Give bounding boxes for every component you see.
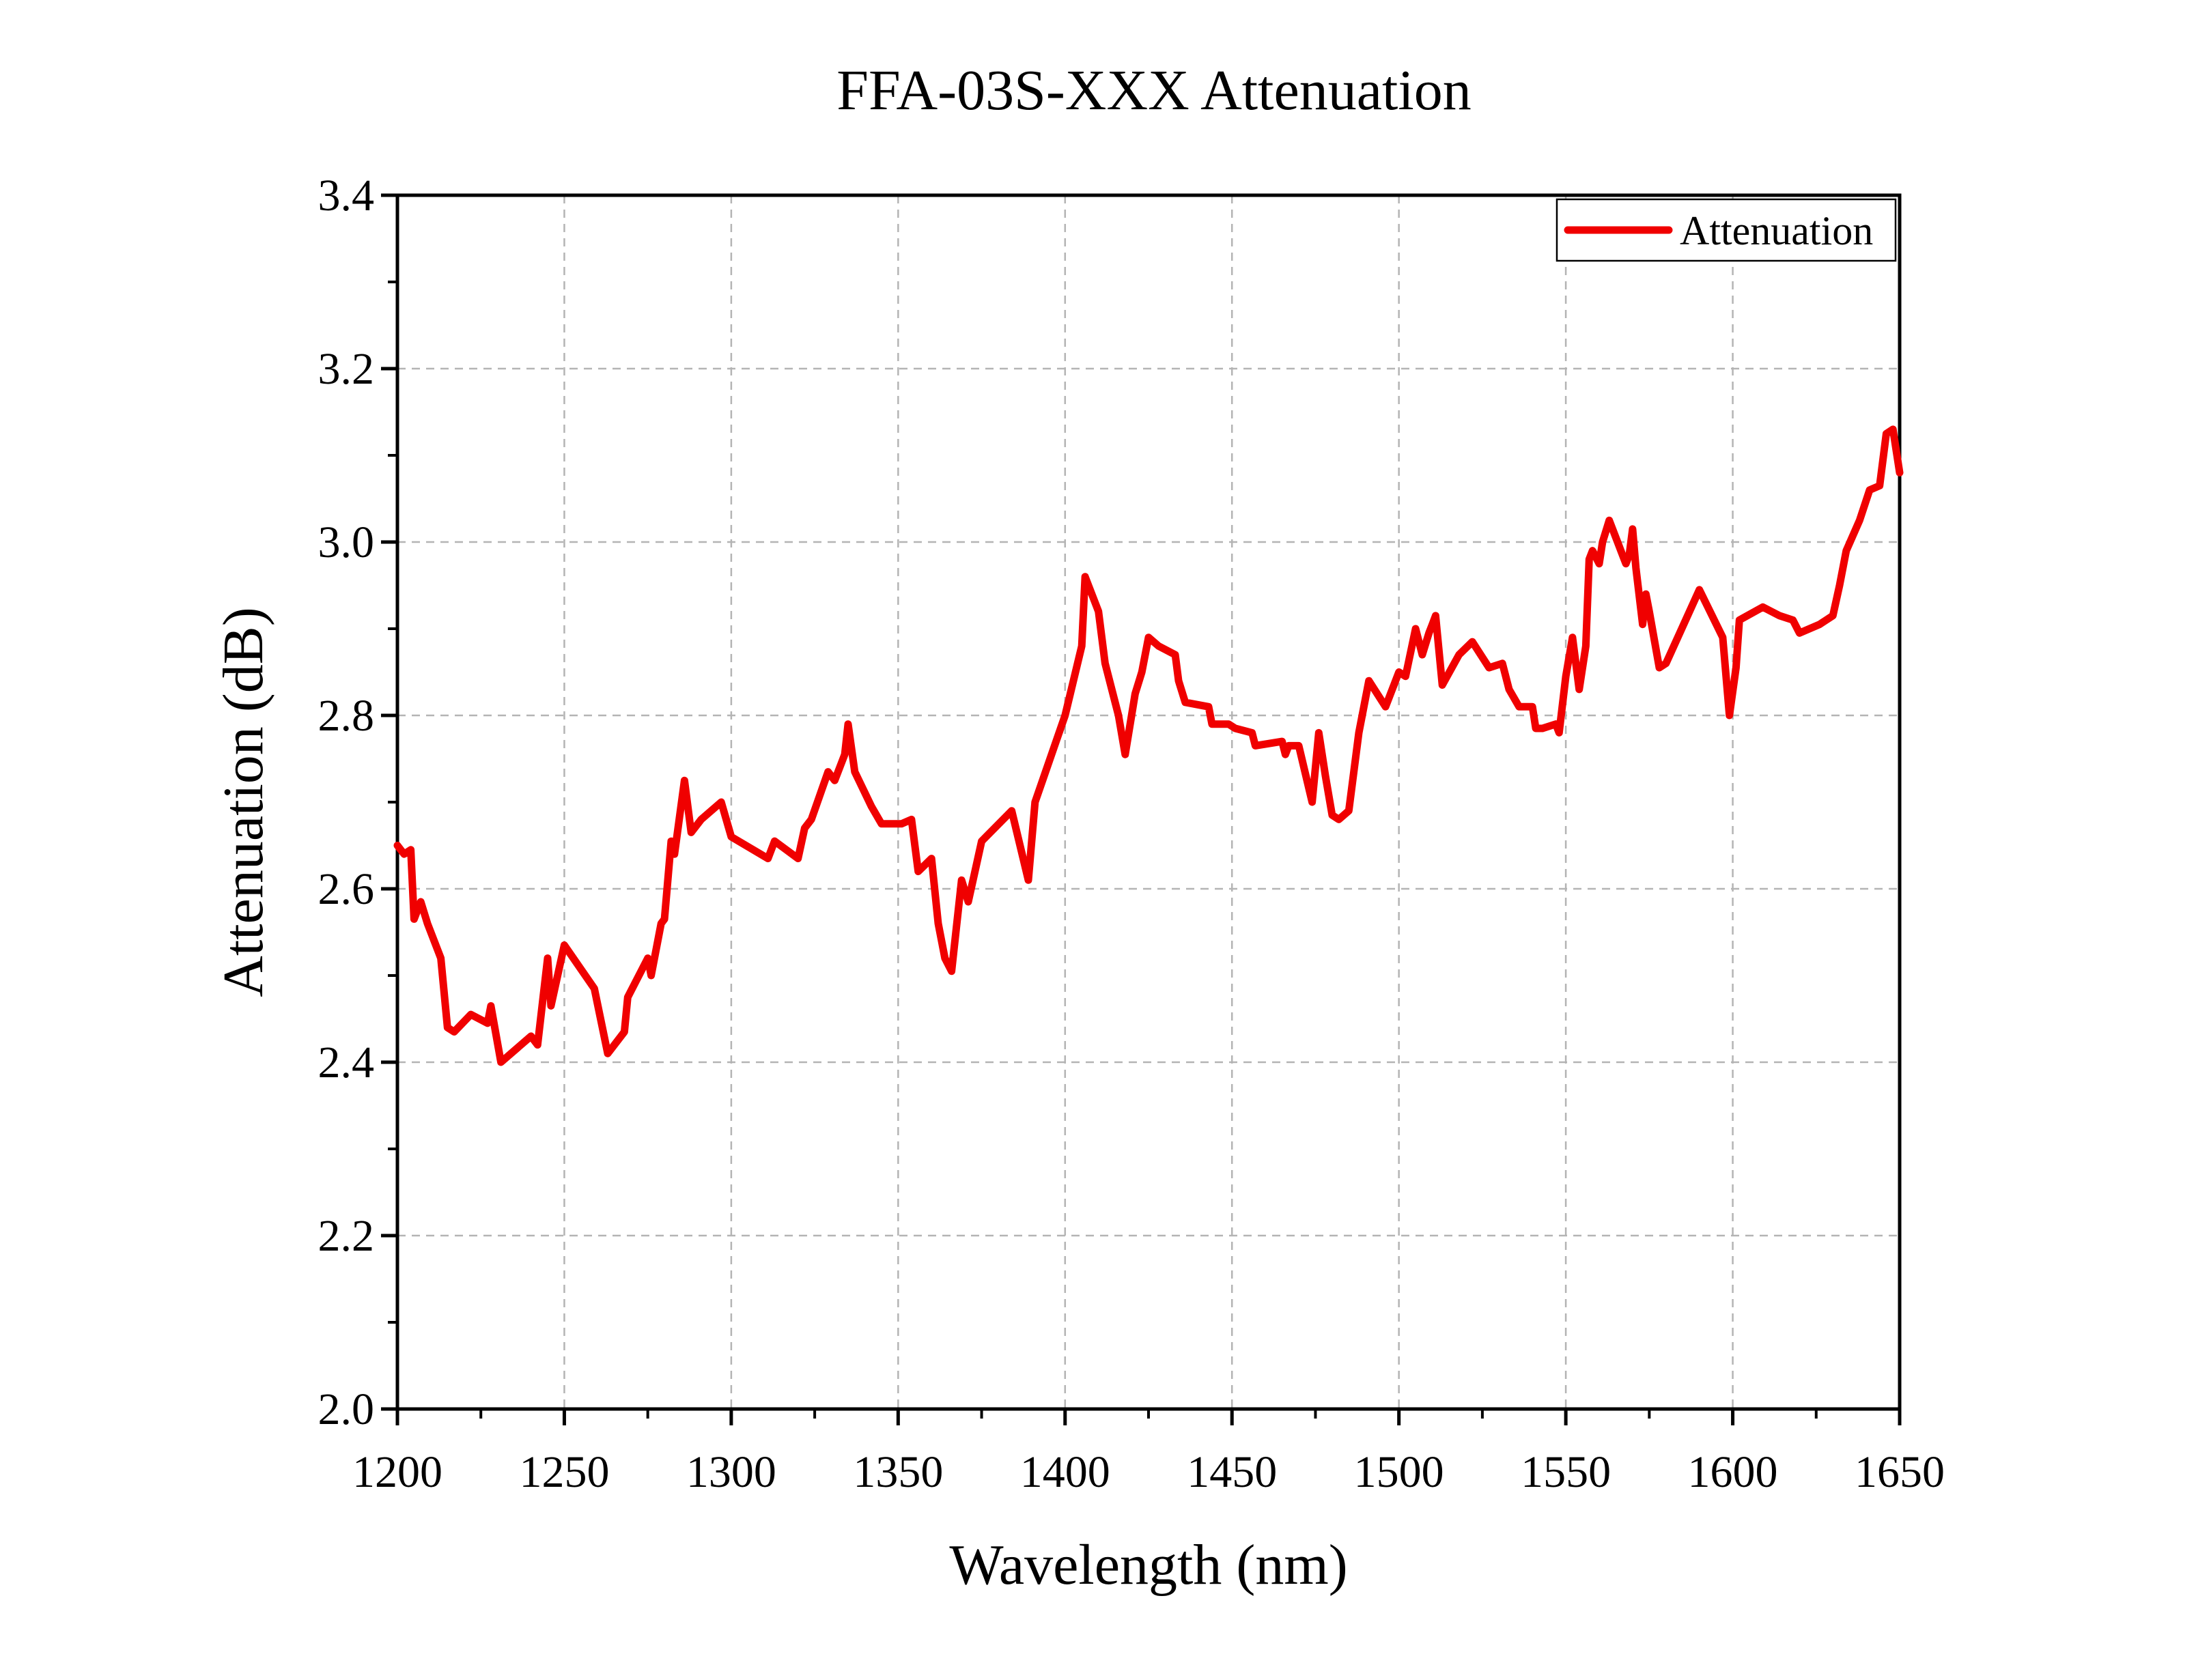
x-tick-label: 1200 <box>352 1447 442 1497</box>
y-axis-tick-labels: 2.0 2.2 2.4 2.6 2.8 3.0 3.2 3.4 <box>318 171 375 1434</box>
x-tick-label: 1450 <box>1187 1447 1277 1497</box>
y-axis-label: Attenuation (dB) <box>212 607 275 997</box>
x-axis-label: Wavelength (nm) <box>949 1533 1347 1597</box>
x-tick-label: 1300 <box>686 1447 776 1497</box>
y-tick-label: 2.4 <box>318 1038 375 1087</box>
x-tick-label: 1250 <box>519 1447 609 1497</box>
x-tick-label: 1600 <box>1688 1447 1778 1497</box>
legend: Attenuation <box>1556 198 1897 262</box>
y-tick-label: 3.0 <box>318 517 375 567</box>
x-tick-label: 1350 <box>853 1447 943 1497</box>
axis-ticks <box>381 193 1902 1425</box>
series-line-attenuation <box>393 425 1904 1066</box>
x-tick-label: 1650 <box>1855 1447 1945 1497</box>
y-tick-label: 3.4 <box>318 171 375 220</box>
legend-label-attenuation: Attenuation <box>1680 208 1873 253</box>
x-tick-label: 1550 <box>1521 1447 1611 1497</box>
x-tick-label: 1400 <box>1020 1447 1110 1497</box>
chart-title: FFA-03S-XXX Attenuation <box>836 59 1471 122</box>
y-tick-label: 2.6 <box>318 864 375 914</box>
x-axis-tick-labels: 1200 1250 1300 1350 1400 1450 1500 1550 1600 1650 <box>352 1447 1945 1497</box>
x-tick-label: 1500 <box>1354 1447 1444 1497</box>
y-tick-label: 2.0 <box>318 1384 375 1434</box>
y-tick-label: 3.2 <box>318 344 375 394</box>
y-tick-label: 2.2 <box>318 1211 375 1261</box>
plot-frame <box>395 193 1902 1411</box>
grid-lines <box>397 195 1900 1409</box>
y-tick-label: 2.8 <box>318 691 375 741</box>
